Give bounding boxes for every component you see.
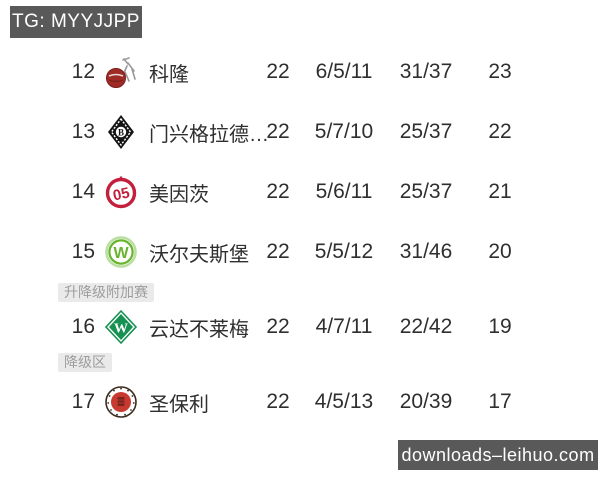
position-cell: 15 xyxy=(71,240,95,263)
points-cell: 21 xyxy=(488,180,512,203)
koln-badge-icon xyxy=(103,54,139,90)
team-name: 云达不莱梅 xyxy=(149,318,249,341)
table-row[interactable]: 12 科隆 22 6/5/11 31/37 23 xyxy=(0,42,600,102)
wolfsburg-badge-icon: W xyxy=(103,234,139,270)
team-name: 沃尔夫斯堡 xyxy=(149,243,249,266)
site-watermark-text: downloads–leihuo.com xyxy=(401,444,595,465)
telegram-watermark-badge: TG: MYYJJPP xyxy=(10,6,142,38)
table-row[interactable]: 17 圣保利 22 4/5/13 20/39 17 xyxy=(0,372,600,432)
goals-cell: 25/37 xyxy=(399,180,453,203)
svg-text:05: 05 xyxy=(111,184,131,204)
svg-text:W: W xyxy=(113,245,129,262)
zone-section-label-text: 升降级附加赛 xyxy=(58,282,154,302)
played-cell: 22 xyxy=(266,120,290,143)
goals-cell: 31/46 xyxy=(399,240,453,263)
goals-cell: 25/37 xyxy=(399,120,453,143)
record-cell: 5/6/11 xyxy=(315,180,373,203)
points-cell: 20 xyxy=(488,240,512,263)
svg-text:B: B xyxy=(118,127,124,137)
table-row[interactable]: 14 05 美因茨 22 5/6/11 25/37 21 xyxy=(0,162,600,222)
played-cell: 22 xyxy=(266,390,290,413)
table-row[interactable]: 13 B 门兴格拉德… 22 5/7/10 25/37 22 xyxy=(0,102,600,162)
record-cell: 4/7/11 xyxy=(315,315,373,338)
record-cell: 4/5/13 xyxy=(314,390,374,413)
mainz-badge-icon: 05 xyxy=(103,174,139,210)
gladbach-badge-icon: B xyxy=(103,114,139,150)
record-cell: 5/5/12 xyxy=(314,240,374,263)
position-cell: 14 xyxy=(71,180,95,203)
team-name: 美因茨 xyxy=(149,183,209,206)
points-cell: 22 xyxy=(488,120,512,143)
played-cell: 22 xyxy=(266,315,290,338)
telegram-watermark-text: TG: MYYJJPP xyxy=(12,11,140,32)
position-cell: 13 xyxy=(71,120,95,143)
goals-cell: 20/39 xyxy=(399,390,453,413)
record-cell: 6/5/11 xyxy=(315,60,373,83)
table-row[interactable]: 15 W 沃尔夫斯堡 22 5/5/12 31/46 20 xyxy=(0,222,600,282)
played-cell: 22 xyxy=(266,60,290,83)
bremen-badge-icon: W xyxy=(103,309,139,345)
svg-text:W: W xyxy=(114,322,128,337)
zone-section-label: 升降级附加赛 xyxy=(0,282,600,302)
standings-table: 12 科隆 22 6/5/11 31/37 23 13 B 门兴格拉德… 22 … xyxy=(0,42,600,432)
table-row[interactable]: 16 W 云达不莱梅 22 4/7/11 22/42 19 xyxy=(0,302,600,352)
team-name: 圣保利 xyxy=(149,393,209,416)
position-cell: 17 xyxy=(71,390,95,413)
team-name: 科隆 xyxy=(149,63,189,86)
goals-cell: 31/37 xyxy=(399,60,453,83)
site-watermark-badge: downloads–leihuo.com xyxy=(398,440,598,470)
zone-section-label-text: 降级区 xyxy=(58,352,112,372)
record-cell: 5/7/10 xyxy=(314,120,374,143)
played-cell: 22 xyxy=(266,180,290,203)
points-cell: 23 xyxy=(488,60,512,83)
team-name: 门兴格拉德… xyxy=(149,123,269,146)
stpauli-badge-icon xyxy=(103,384,139,420)
goals-cell: 22/42 xyxy=(399,315,453,338)
points-cell: 17 xyxy=(488,390,512,413)
points-cell: 19 xyxy=(488,315,512,338)
played-cell: 22 xyxy=(266,240,290,263)
zone-section-label: 降级区 xyxy=(0,352,600,372)
position-cell: 16 xyxy=(71,315,95,338)
position-cell: 12 xyxy=(71,60,95,83)
